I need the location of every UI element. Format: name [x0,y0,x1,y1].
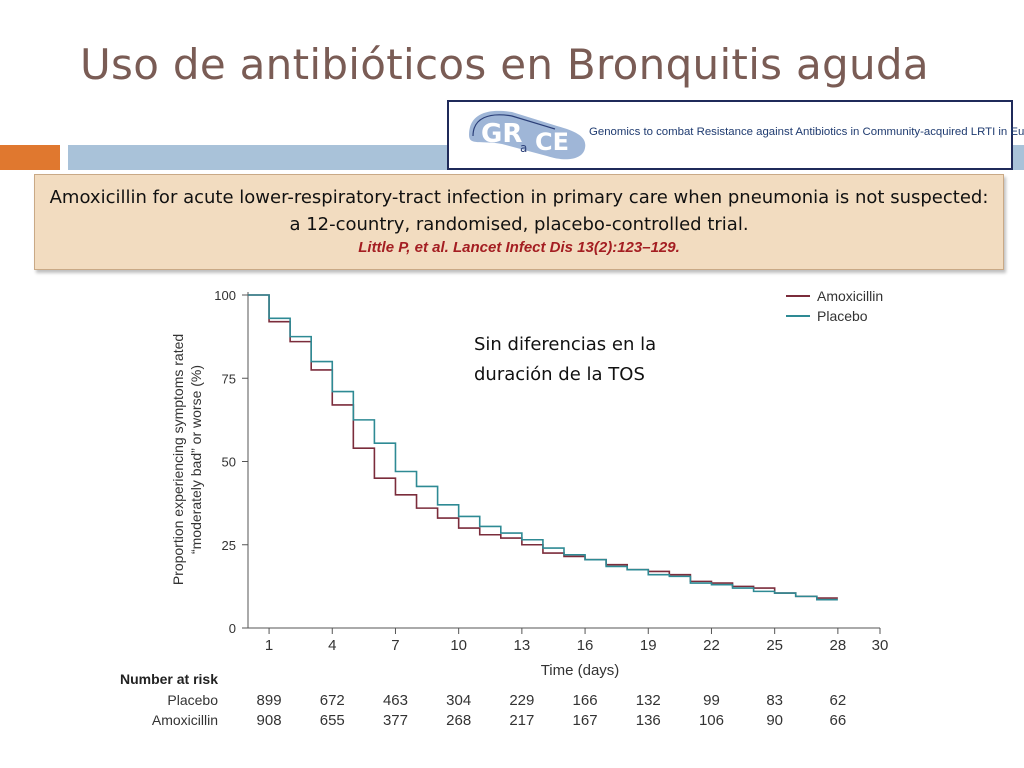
risk-value: 132 [636,692,661,709]
citation-reference: Little P, et al. Lancet Infect Dis 13(2)… [358,239,680,256]
risk-value: 83 [766,692,783,709]
y-axis-title-line: Proportion experiencing symptoms rated [170,334,186,585]
risk-value: 99 [703,692,720,709]
y-tick-label: 100 [214,288,236,303]
accent-bar-orange [0,145,60,170]
x-axis-title: Time (days) [541,662,620,679]
risk-value: 217 [509,712,534,729]
legend-label-amoxicillin: Amoxicillin [817,288,883,304]
x-tick-label: 28 [830,637,847,654]
risk-value: 167 [573,712,598,729]
risk-value: 90 [766,712,783,729]
risk-value: 106 [699,712,724,729]
x-tick-label: 1 [265,637,273,654]
x-tick-label: 13 [514,637,531,654]
risk-value: 463 [383,692,408,709]
risk-row-label: Amoxicillin [152,712,218,728]
annotation-line-2: duración de la TOS [474,364,645,385]
svg-text:GR: GR [481,119,522,149]
chart-annotation: Sin diferencias en la duración de la TOS [474,330,734,390]
y-tick-label: 50 [222,455,236,470]
risk-value: 377 [383,712,408,729]
grace-caption: Genomics to combat Resistance against An… [589,126,1024,138]
grace-logo: GR CE a [457,102,597,168]
risk-row-label: Placebo [167,692,218,708]
legend-label-placebo: Placebo [817,308,868,324]
risk-value: 304 [446,692,471,709]
risk-value: 672 [320,692,345,709]
x-tick-label: 16 [577,637,594,654]
grace-banner: GR CE a Genomics to combat Resistance ag… [447,100,1024,170]
risk-value: 66 [830,712,847,729]
y-tick-label: 25 [222,538,236,553]
annotation-line-1: Sin diferencias en la [474,334,657,355]
citation-box: Amoxicillin for acute lower-respiratory-… [34,174,1004,270]
svg-text:CE: CE [535,128,569,156]
x-tick-label: 25 [766,637,783,654]
risk-table-title: Number at risk [120,671,218,687]
y-tick-label: 0 [229,621,236,636]
x-tick-label: 4 [328,637,336,654]
x-tick-label: 10 [450,637,467,654]
svg-text:a: a [520,141,527,155]
risk-value: 136 [636,712,661,729]
y-tick-label: 75 [222,371,236,386]
risk-value: 229 [509,692,534,709]
risk-value: 908 [257,712,282,729]
y-axis-title-line: “moderately bad” or worse (%) [188,365,204,554]
risk-value: 166 [573,692,598,709]
risk-value: 899 [257,692,282,709]
x-tick-label: 19 [640,637,657,654]
slide-title: Uso de antibióticos en Bronquitis aguda [80,40,929,89]
risk-value: 655 [320,712,345,729]
risk-value: 62 [830,692,847,709]
x-tick-label: 30 [872,637,889,654]
citation-title: Amoxicillin for acute lower-respiratory-… [49,187,989,235]
x-tick-label: 7 [391,637,399,654]
x-tick-label: 22 [703,637,720,654]
risk-value: 268 [446,712,471,729]
series-line-placebo [248,294,838,601]
